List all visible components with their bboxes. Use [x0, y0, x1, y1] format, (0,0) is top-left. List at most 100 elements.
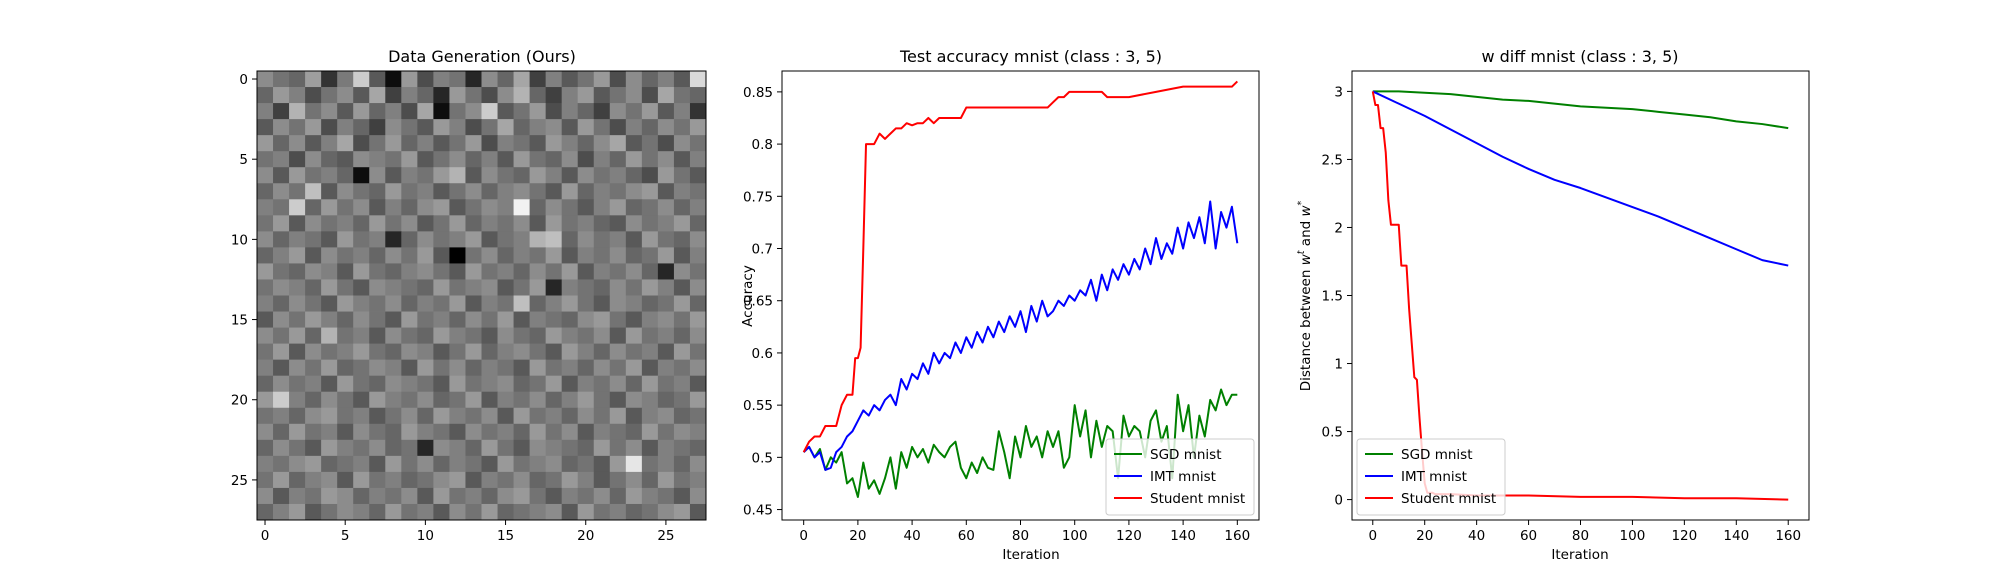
heatmap-cell — [433, 183, 450, 200]
heatmap-cell — [689, 423, 707, 441]
heatmap-cell — [433, 487, 450, 505]
heatmap-cell — [561, 167, 579, 184]
heatmap-cell — [689, 375, 707, 393]
heatmap-cell — [609, 247, 627, 264]
heatmap-cell — [545, 71, 563, 88]
heatmap-cell — [289, 503, 306, 521]
accuracy-xtick-label: 100 — [1062, 528, 1088, 544]
wdiff-ylabel: Distance between wt and w* — [1296, 200, 1314, 391]
heatmap-cell — [465, 311, 482, 328]
heatmap-cell — [481, 295, 498, 312]
heatmap-cell — [305, 455, 322, 473]
heatmap-cell — [625, 103, 643, 120]
heatmap-cell — [449, 455, 466, 473]
heatmap-cell — [593, 215, 611, 232]
heatmap-cell — [305, 311, 322, 328]
heatmap-cell — [385, 231, 402, 248]
heatmap-cell — [529, 311, 547, 328]
heatmap-cell — [273, 503, 290, 521]
heatmap-cell — [401, 103, 418, 120]
heatmap-ytick-label: 10 — [231, 232, 248, 248]
heatmap-cell — [593, 487, 611, 505]
heatmap-cell — [417, 423, 434, 441]
heatmap-cell — [625, 327, 643, 345]
heatmap-cell — [305, 151, 322, 168]
heatmap-cell — [481, 391, 498, 409]
heatmap-cell — [369, 407, 386, 425]
heatmap-cell — [529, 231, 547, 248]
heatmap-cell — [369, 103, 386, 120]
heatmap-cell — [513, 295, 531, 312]
heatmap-cell — [577, 87, 595, 104]
heatmap-cell — [417, 311, 434, 328]
heatmap-cell — [513, 71, 531, 88]
heatmap-cell — [481, 359, 498, 377]
heatmap-cell — [641, 135, 659, 152]
heatmap-cell — [417, 263, 434, 280]
heatmap-cell — [513, 343, 531, 361]
heatmap-cell — [609, 503, 627, 521]
heatmap-cell — [353, 359, 370, 377]
heatmap-ytick-label: 20 — [231, 393, 248, 409]
heatmap-cell — [257, 375, 274, 393]
heatmap-cell — [641, 375, 659, 393]
heatmap-cell — [289, 359, 306, 377]
heatmap-cell — [641, 455, 659, 473]
accuracy-xtick-label: 120 — [1116, 528, 1142, 544]
heatmap-cell — [417, 103, 434, 120]
heatmap-cell — [385, 103, 402, 120]
heatmap-cell — [513, 279, 531, 296]
heatmap-cell — [289, 135, 306, 152]
heatmap-cell — [481, 503, 498, 521]
heatmap-cell — [305, 423, 322, 441]
heatmap-cell — [257, 327, 274, 345]
heatmap-cell — [529, 103, 547, 120]
heatmap-cell — [289, 183, 306, 200]
heatmap-cell — [481, 407, 498, 425]
heatmap-cell — [497, 135, 514, 152]
heatmap-cell — [353, 455, 370, 473]
heatmap-cell — [513, 87, 531, 104]
heatmap-cell — [449, 263, 466, 280]
heatmap-cell — [609, 215, 627, 232]
accuracy-legend-label: IMT mnist — [1150, 469, 1216, 485]
heatmap-cell — [593, 231, 611, 248]
heatmap-cell — [401, 295, 418, 312]
heatmap-cell — [257, 391, 274, 409]
heatmap-cell — [657, 343, 675, 361]
heatmap-cell — [353, 183, 370, 200]
wdiff-plot-area — [1371, 90, 1789, 501]
accuracy-series-line — [802, 388, 1238, 499]
heatmap-cell — [625, 295, 643, 312]
heatmap-cell — [273, 487, 290, 505]
heatmap-cell — [465, 151, 482, 168]
heatmap-cell — [593, 119, 611, 136]
heatmap-cell — [337, 119, 354, 136]
heatmap-cell — [353, 87, 370, 104]
heatmap-cell — [401, 327, 418, 345]
heatmap-cell — [561, 503, 579, 521]
heatmap-cell — [337, 359, 354, 377]
wdiff-ytick-label: 2 — [1334, 220, 1343, 236]
wdiff-xtick-label: 160 — [1775, 528, 1801, 544]
heatmap-cell — [657, 263, 675, 280]
heatmap-cell — [561, 343, 579, 361]
heatmap-cell — [369, 423, 386, 441]
heatmap-cell — [305, 71, 322, 88]
heatmap-cell — [273, 119, 290, 136]
heatmap-cell — [641, 439, 659, 457]
heatmap-cell — [417, 119, 434, 136]
heatmap-cell — [577, 199, 595, 216]
heatmap-cell — [561, 327, 579, 345]
heatmap-cell — [497, 407, 514, 425]
heatmap-cell — [545, 487, 563, 505]
accuracy-series-line — [802, 200, 1239, 471]
heatmap-cell — [337, 215, 354, 232]
heatmap-cell — [321, 423, 338, 441]
heatmap-cell — [273, 375, 290, 393]
heatmap-cell — [305, 439, 322, 457]
heatmap-cell — [545, 471, 563, 489]
heatmap-cell — [353, 167, 370, 184]
accuracy-ytick-label: 0.55 — [743, 398, 773, 414]
